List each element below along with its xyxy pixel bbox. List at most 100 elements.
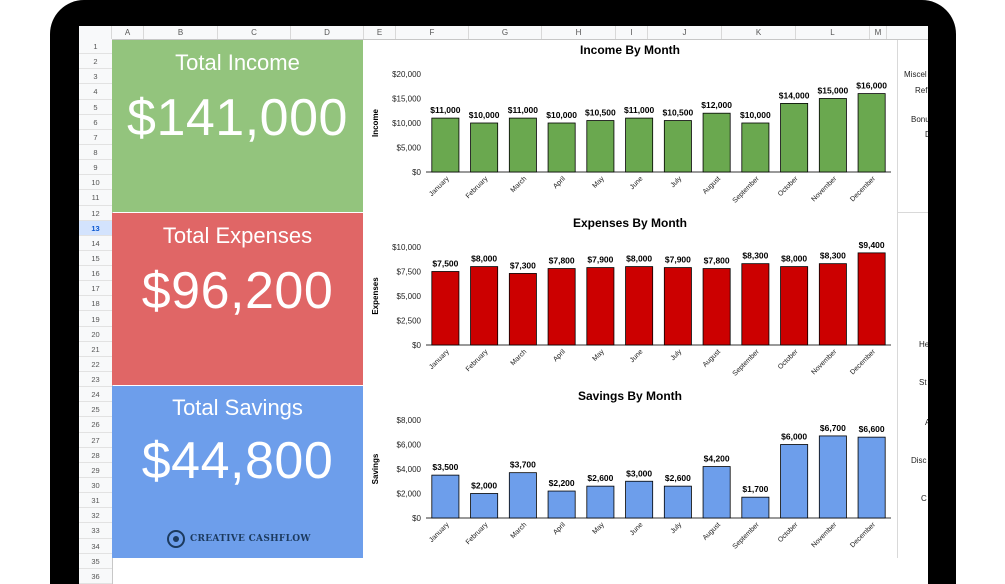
row-header-17[interactable]: 17 (79, 281, 112, 297)
bar-may[interactable] (586, 267, 615, 346)
row-header-25[interactable]: 25 (79, 402, 112, 418)
bar-october[interactable] (780, 266, 809, 346)
row-header-33[interactable]: 33 (79, 523, 112, 539)
bar-march[interactable] (508, 117, 537, 173)
column-header-b[interactable]: B (144, 26, 218, 39)
column-header-k[interactable]: K (722, 26, 796, 39)
x-tick-label: May (591, 521, 606, 536)
row-header-18[interactable]: 18 (79, 296, 112, 312)
bar-june[interactable] (625, 480, 654, 519)
row-header-13[interactable]: 13 (79, 220, 112, 236)
column-header-a[interactable]: A (112, 26, 144, 39)
row-header-28[interactable]: 28 (79, 448, 112, 463)
bar-july[interactable] (663, 120, 692, 173)
row-header-8[interactable]: 8 (79, 145, 112, 161)
bar-october[interactable] (780, 103, 809, 173)
total-expenses-label: Total Expenses (162, 223, 313, 248)
bar-april[interactable] (547, 268, 576, 346)
row-header-6[interactable]: 6 (79, 115, 112, 130)
row-header-2[interactable]: 2 (79, 54, 112, 70)
bar-august[interactable] (702, 466, 731, 519)
row-header-bar: 1 2 3 4 5 6 7 8 9 10 11 12 13 14 15 16 17 18 19 20 21 22 23 24 2… (79, 39, 113, 584)
column-header-m[interactable]: M (870, 26, 887, 39)
x-tick-label: May (591, 175, 606, 190)
income-by-month-chart[interactable]: Income By Month Income $0 $5,000 $10,000 $15,… (364, 40, 897, 212)
bar-november[interactable] (818, 263, 847, 346)
bar-may[interactable] (586, 485, 615, 519)
bar-june[interactable] (625, 117, 654, 173)
column-header-l[interactable]: L (796, 26, 870, 39)
x-tick-label: March (510, 175, 529, 194)
bar-april[interactable] (547, 122, 576, 173)
row-header-35[interactable]: 35 (79, 554, 112, 569)
bar-december[interactable] (857, 436, 886, 519)
bar-march[interactable] (508, 472, 537, 519)
row-header-21[interactable]: 21 (79, 342, 112, 357)
column-header-f[interactable]: F (396, 26, 469, 39)
bar-august[interactable] (702, 268, 731, 346)
bar-january[interactable] (431, 117, 460, 173)
x-tick-label: March (510, 348, 529, 367)
row-header-7[interactable]: 7 (79, 130, 112, 145)
row-header-12[interactable]: 12 (79, 206, 112, 221)
row-header-14[interactable]: 14 (79, 236, 112, 251)
bar-september[interactable] (741, 263, 770, 346)
column-header-c[interactable]: C (218, 26, 291, 39)
bar-january[interactable] (431, 271, 460, 346)
bar-july[interactable] (663, 485, 692, 519)
row-header-23[interactable]: 23 (79, 372, 112, 388)
bar-june[interactable] (625, 266, 654, 346)
bar-may[interactable] (586, 120, 615, 173)
column-header-h[interactable]: H (542, 26, 616, 39)
row-header-24[interactable]: 24 (79, 387, 112, 403)
row-header-5[interactable]: 5 (79, 100, 112, 115)
row-header-31[interactable]: 31 (79, 493, 112, 509)
bar-march[interactable] (508, 273, 537, 346)
row-header-15[interactable]: 15 (79, 251, 112, 267)
bar-august[interactable] (702, 112, 731, 173)
bar-january[interactable] (431, 474, 460, 519)
row-header-34[interactable]: 34 (79, 539, 112, 554)
bar-september[interactable] (741, 122, 770, 173)
right-label-st: St (919, 378, 927, 387)
row-header-11[interactable]: 11 (79, 190, 112, 206)
row-header-10[interactable]: 10 (79, 175, 112, 191)
row-header-26[interactable]: 26 (79, 417, 112, 433)
y-tick-label: $2,500 (397, 317, 422, 326)
savings-by-month-chart[interactable]: Savings By Month Savings $0 $2,000 $4,000 $6,… (364, 386, 897, 558)
bar-october[interactable] (780, 444, 809, 519)
row-header-20[interactable]: 20 (79, 327, 112, 342)
y-tick-label: $2,000 (397, 490, 422, 499)
row-header-4[interactable]: 4 (79, 84, 112, 100)
bar-november[interactable] (818, 435, 847, 519)
row-header-27[interactable]: 27 (79, 433, 112, 448)
row-header-9[interactable]: 9 (79, 160, 112, 176)
row-header-32[interactable]: 32 (79, 508, 112, 524)
bar-february[interactable] (470, 493, 499, 519)
bar-february[interactable] (470, 266, 499, 346)
bar-february[interactable] (470, 122, 499, 173)
row-header-30[interactable]: 30 (79, 478, 112, 494)
bar-december[interactable] (857, 93, 886, 173)
row-header-1[interactable]: 1 (79, 39, 112, 55)
column-header-e[interactable]: E (364, 26, 396, 39)
right-side-partial-column: Miscel Ref Bonu D He St A Disc C (897, 40, 928, 558)
row-header-19[interactable]: 19 (79, 312, 112, 327)
row-header-22[interactable]: 22 (79, 357, 112, 373)
row-header-36[interactable]: 36 (79, 569, 112, 584)
row-header-16[interactable]: 16 (79, 266, 112, 282)
column-header-d[interactable]: D (291, 26, 364, 39)
column-header-j[interactable]: J (648, 26, 722, 39)
bar-december[interactable] (857, 252, 886, 346)
bar-july[interactable] (663, 267, 692, 346)
row-header-3[interactable]: 3 (79, 69, 112, 85)
column-header-i[interactable]: I (616, 26, 648, 39)
row-header-29[interactable]: 29 (79, 463, 112, 478)
bar-november[interactable] (818, 98, 847, 173)
bar-april[interactable] (547, 490, 576, 519)
column-header-g[interactable]: G (469, 26, 542, 39)
expenses-by-month-chart[interactable]: Expenses By Month Expenses $0 $2,500 $5,000 $… (364, 213, 897, 385)
bar-september[interactable] (741, 496, 770, 519)
corner-cell[interactable] (79, 26, 112, 39)
right-label-he: He (919, 340, 928, 349)
